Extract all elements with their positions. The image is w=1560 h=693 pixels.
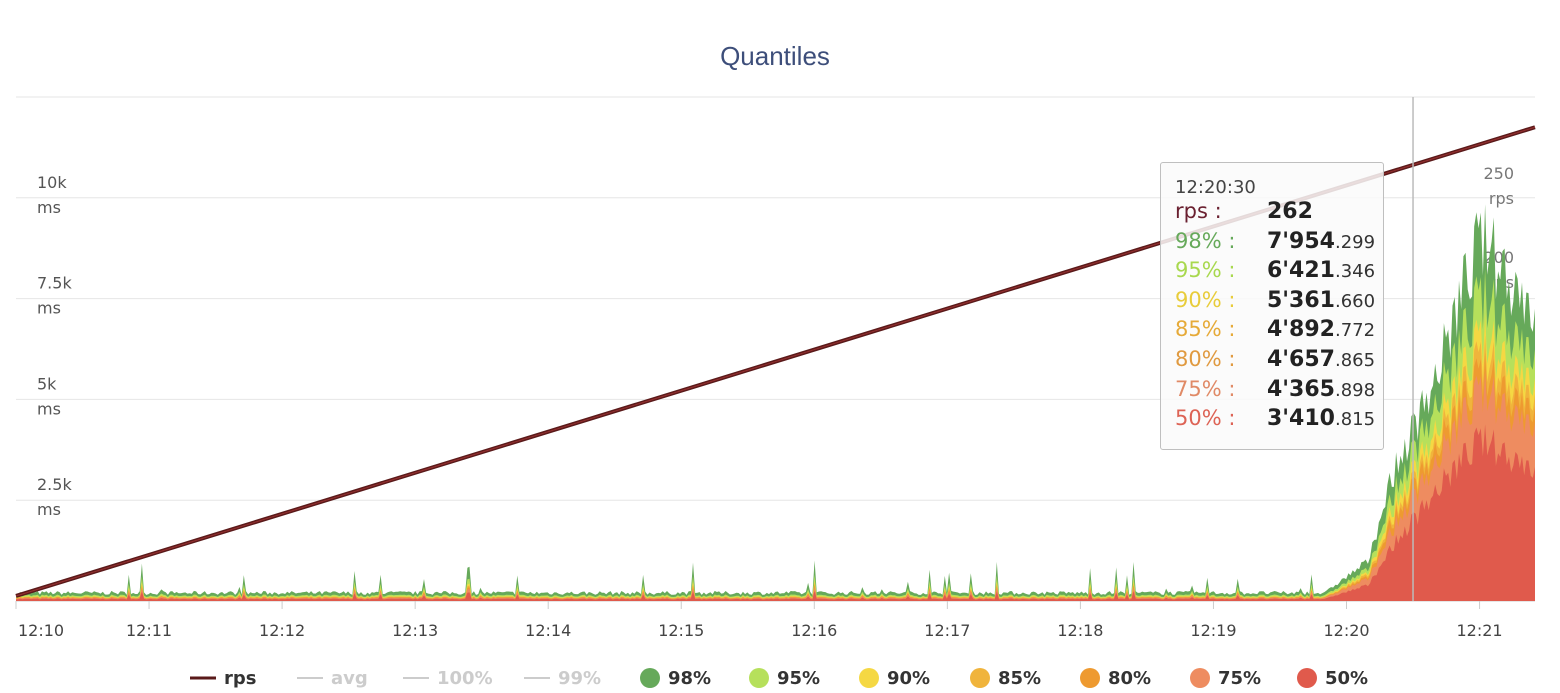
tooltip-value-fraction: .299 (1334, 231, 1376, 253)
chart-title: Quantiles (720, 41, 830, 71)
x-tick-label: 12:14 (525, 621, 571, 640)
y-left-tick-label: 5k (37, 374, 57, 393)
x-axis: 12:10 12:11 12:12 12:13 12:14 12:15 12:16 12:17… (15, 601, 1503, 640)
tooltip-series-name: rps : (1175, 199, 1222, 223)
legend-label: 75% (1218, 668, 1261, 689)
legend-item-98pct[interactable]: 98% (640, 668, 711, 689)
legend-label: 90% (887, 668, 930, 689)
tooltip-time: 12:20:30 (1175, 177, 1256, 198)
y-left-tick-unit: ms (37, 399, 61, 418)
tooltip-value-fraction: .660 (1334, 290, 1376, 312)
x-tick-label: 12:16 (791, 621, 837, 640)
legend-dot-symbol (1080, 668, 1100, 688)
y-left-tick-label: 10k (37, 173, 67, 192)
legend-label: rps (224, 668, 256, 689)
legend-label: 100% (437, 668, 493, 689)
legend-item-50pct[interactable]: 50% (1297, 668, 1368, 689)
tooltip-series-name: 75% : (1175, 376, 1236, 401)
legend-dot-symbol (859, 668, 879, 688)
tooltip-value-fraction: .865 (1334, 349, 1376, 371)
tooltip-series-name: 95% : (1175, 258, 1236, 283)
quantile-areas[interactable] (16, 204, 1535, 601)
y-axis-left: 2.5k ms 5k ms 7.5k ms 10k ms (37, 173, 72, 519)
x-tick-label: 12:19 (1190, 621, 1236, 640)
y-right-tick-label: 200 (1483, 248, 1514, 267)
tooltip-series-name: 50% : (1175, 406, 1236, 431)
legend-item-75pct[interactable]: 75% (1190, 668, 1261, 689)
tooltip-series-name: 80% : (1175, 346, 1236, 371)
x-tick-label: 12:10 (18, 621, 64, 640)
x-tick-label: 12:13 (392, 621, 438, 640)
tooltip-row: 95% : 6'421.346 (1175, 258, 1383, 288)
tooltip-value-fraction: .346 (1334, 261, 1376, 283)
tooltip-value-fraction: .772 (1334, 320, 1376, 342)
tooltip: 12:20:30 rps : 262 98% : 7'954.299 95% : 6'42… (1160, 162, 1384, 450)
tooltip-series-value: 4'892.772 (1267, 317, 1376, 343)
legend-dot-symbol (640, 668, 660, 688)
tooltip-row: 98% : 7'954.299 (1175, 229, 1383, 259)
legend-dot-symbol (749, 668, 769, 688)
tooltip-row: rps : 262 (1175, 199, 1383, 229)
tooltip-value-fraction: .815 (1334, 409, 1376, 431)
legend-item-avg[interactable]: avg (297, 668, 368, 689)
legend-dot-symbol (970, 668, 990, 688)
legend-label: 85% (998, 668, 1041, 689)
x-tick-label: 12:18 (1057, 621, 1103, 640)
legend-item-90pct[interactable]: 90% (859, 668, 930, 689)
x-tick-label: 12:17 (924, 621, 970, 640)
tooltip-series-value: 4'657.865 (1267, 346, 1376, 372)
tooltip-series-value: 6'421.346 (1267, 258, 1376, 284)
legend-label: 50% (1325, 668, 1368, 689)
x-tick-label: 12:15 (658, 621, 704, 640)
legend-label: 80% (1108, 668, 1151, 689)
legend-item-100pct[interactable]: 100% (403, 668, 493, 689)
y-left-tick-label: 7.5k (37, 274, 72, 293)
legend-item-95pct[interactable]: 95% (749, 668, 820, 689)
legend-dot-symbol (1297, 668, 1317, 688)
legend-label: 99% (558, 668, 601, 689)
tooltip-series-value: 3'410.815 (1267, 406, 1376, 432)
y-left-tick-unit: ms (37, 299, 61, 318)
legend-dot-symbol (1190, 668, 1210, 688)
tooltip-row: 90% : 5'361.660 (1175, 288, 1383, 318)
legend-label: 95% (777, 668, 820, 689)
tooltip-series-name: 85% : (1175, 317, 1236, 342)
tooltip-value-fraction: .898 (1334, 379, 1376, 401)
y-right-tick-label: 250 (1483, 164, 1514, 183)
tooltip-series-value: 5'361.660 (1267, 287, 1376, 313)
legend-item-rps[interactable]: rps (190, 668, 256, 689)
tooltip-series-name: 90% : (1175, 287, 1236, 312)
tooltip-series-value: 7'954.299 (1267, 228, 1376, 254)
legend: rps avg 100% 99% 98% 95% 90% 85% 80% 75% 50% (190, 668, 1368, 689)
tooltip-row: 80% : 4'657.865 (1175, 347, 1383, 377)
tooltip-row: 75% : 4'365.898 (1175, 377, 1383, 407)
x-tick-label: 12:20 (1323, 621, 1369, 640)
tooltip-series-name: 98% : (1175, 228, 1236, 253)
x-tick-label: 12:21 (1457, 621, 1503, 640)
tooltip-row: 50% : 3'410.815 (1175, 406, 1383, 436)
y-left-tick-unit: ms (37, 500, 61, 519)
legend-label: avg (331, 668, 368, 689)
x-tick-label: 12:12 (259, 621, 305, 640)
tooltip-row: 85% : 4'892.772 (1175, 317, 1383, 347)
x-tick-label: 12:11 (126, 621, 172, 640)
legend-item-80pct[interactable]: 80% (1080, 668, 1151, 689)
y-right-tick-unit: rps (1489, 189, 1514, 208)
y-left-tick-unit: ms (37, 198, 61, 217)
tooltip-series-value: 262 (1267, 199, 1313, 224)
area-50pct (16, 424, 1535, 601)
legend-label: 98% (668, 668, 711, 689)
legend-item-85pct[interactable]: 85% (970, 668, 1041, 689)
legend-item-99pct[interactable]: 99% (524, 668, 601, 689)
y-left-tick-label: 2.5k (37, 475, 72, 494)
tooltip-series-value: 4'365.898 (1267, 376, 1376, 402)
